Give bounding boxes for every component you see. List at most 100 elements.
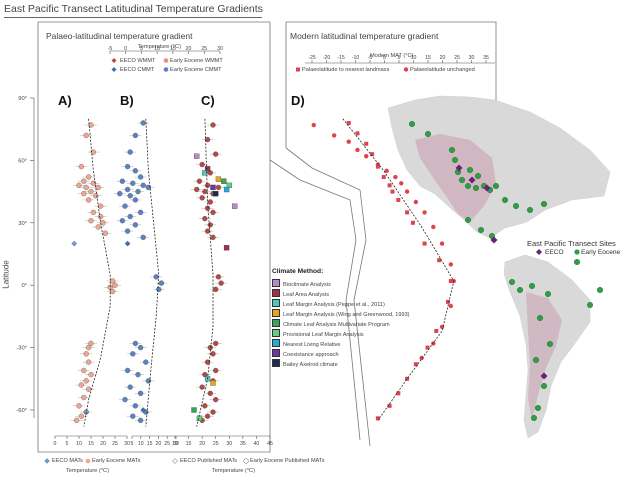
sites-legend-title: East Pacific Transect Sites bbox=[527, 239, 616, 248]
point-b-early-eocene-cmmt bbox=[140, 120, 146, 126]
point-a-early-eocene-mat bbox=[85, 344, 92, 351]
legend-marker-early-eocene-published bbox=[243, 458, 249, 464]
method-swatch bbox=[272, 279, 280, 287]
point-d-nearest-landmass bbox=[405, 376, 410, 381]
point-a-early-eocene-mat bbox=[81, 394, 87, 401]
point-b-early-eocene-cmmt bbox=[124, 186, 131, 193]
point-c-early-eocene-wmmt bbox=[207, 222, 213, 228]
point-b-early-eocene-cmmt bbox=[135, 371, 141, 378]
bottom-axis-tick-label: 15 bbox=[186, 441, 192, 447]
modern-mat-tick-label: -25 bbox=[308, 55, 316, 61]
top-axis-tick-label: 0 bbox=[124, 46, 127, 52]
point-b-early-eocene-cmmt bbox=[135, 188, 141, 195]
legend-marker-eeco-cmmt bbox=[111, 67, 117, 72]
point-c-eeco-published-mat bbox=[223, 186, 230, 193]
bottom-axis-tick-label: 35 bbox=[240, 441, 246, 447]
point-a-early-eocene-mat bbox=[112, 282, 118, 288]
legend-eeco-mats: EECO MATs bbox=[52, 458, 83, 464]
bottom-axis-tick-label: 10 bbox=[76, 441, 82, 447]
method-swatch bbox=[272, 359, 280, 367]
point-c-early-eocene-wmmt bbox=[202, 215, 208, 222]
map-site-early-eocene bbox=[597, 287, 604, 294]
point-a-early-eocene-mat bbox=[76, 182, 82, 189]
climate-method-item: Climate Leaf Analysis Multivariate Progr… bbox=[272, 319, 390, 328]
point-d-nearest-landmass bbox=[390, 189, 395, 194]
y-tick-label: 30° bbox=[18, 221, 27, 227]
point-b-early-eocene-cmmt bbox=[122, 203, 128, 209]
point-c-early-eocene-wmmt bbox=[196, 178, 203, 184]
point-c-eeco-published-mat bbox=[194, 153, 200, 159]
sites-legend-early-eocene-marker bbox=[574, 249, 580, 255]
legend-eeco-published: EECO Published MATs bbox=[180, 458, 238, 464]
point-d-nearest-landmass bbox=[346, 120, 351, 125]
point-d-unchanged bbox=[311, 122, 316, 128]
point-d-unchanged bbox=[331, 133, 337, 138]
point-c-early-eocene-wmmt bbox=[213, 367, 219, 374]
point-c-early-eocene-wmmt bbox=[210, 209, 216, 216]
point-a-early-eocene-mat bbox=[76, 403, 82, 409]
point-c-early-eocene-wmmt bbox=[213, 151, 219, 157]
modern-mat-tick-label: 30 bbox=[469, 55, 475, 61]
point-c-early-eocene-wmmt bbox=[204, 228, 211, 234]
map-site-early-eocene bbox=[478, 226, 485, 233]
map-site-early-eocene bbox=[449, 146, 456, 153]
bottom-axis-tick-label: 15 bbox=[88, 441, 94, 447]
climate-method-title: Climate Method: bbox=[272, 268, 324, 275]
point-c-early-eocene-wmmt bbox=[204, 205, 211, 211]
top-axis-tick-label: -5 bbox=[108, 46, 113, 52]
map-site-early-eocene bbox=[545, 291, 552, 298]
left-panel-title: Palaeo-latitudinal temperature gradient bbox=[46, 31, 193, 41]
modern-mat-axis-label: Modern MAT (°C) bbox=[370, 53, 414, 59]
point-c-early-eocene-wmmt bbox=[204, 182, 211, 189]
map-north-america bbox=[387, 95, 611, 239]
point-c-early-eocene-wmmt bbox=[207, 390, 213, 397]
point-d-unchanged bbox=[384, 168, 389, 173]
point-d-nearest-landmass bbox=[434, 328, 439, 333]
title-underline bbox=[4, 17, 262, 18]
modern-mat-tick-label: 0 bbox=[383, 55, 386, 61]
point-b-early-eocene-cmmt bbox=[137, 390, 144, 397]
point-d-nearest-landmass bbox=[355, 131, 360, 136]
point-a-eeco-mat bbox=[71, 240, 78, 247]
legend-marker-early-eocene-cmmt bbox=[163, 67, 169, 72]
point-b-early-eocene-cmmt bbox=[122, 396, 128, 403]
point-b-early-eocene-cmmt bbox=[158, 280, 165, 286]
sites-legend-eeco: EECO bbox=[545, 249, 564, 256]
point-a-early-eocene-mat bbox=[83, 378, 89, 384]
point-c-early-eocene-wmmt bbox=[210, 122, 216, 128]
point-c-early-eocene-wmmt bbox=[199, 161, 205, 168]
top-axis-tick-label: 15 bbox=[170, 46, 176, 52]
method-swatch bbox=[272, 329, 280, 337]
point-c-early-eocene-wmmt bbox=[199, 195, 205, 201]
map-site-early-eocene bbox=[509, 279, 516, 286]
point-b-early-eocene-cmmt bbox=[132, 403, 139, 409]
map-shaded-region bbox=[415, 134, 496, 222]
top-axis-tick-label: 5 bbox=[140, 46, 143, 52]
left-panel-frame bbox=[37, 21, 271, 453]
map-site-early-eocene bbox=[467, 166, 474, 173]
point-c-early-eocene-wmmt bbox=[204, 136, 211, 143]
legend-early-eocene-wmmt: Early Eocene WMMT bbox=[170, 58, 223, 64]
point-c-early-eocene-wmmt bbox=[210, 234, 216, 241]
bottom-axis-label-a: Temperature (°C) bbox=[66, 468, 109, 474]
legend-marker-eeco-mats bbox=[44, 458, 50, 464]
point-b-early-eocene-cmmt bbox=[132, 222, 139, 228]
legend-marker-nearest-landmass bbox=[296, 67, 300, 72]
legend-marker-early-eocene-mats bbox=[85, 458, 91, 464]
point-c-early-eocene-wmmt bbox=[213, 286, 219, 293]
map-site-early-eocene bbox=[517, 287, 524, 294]
modern-mat-tick-label: 15 bbox=[425, 55, 431, 61]
point-b-early-eocene-cmmt bbox=[156, 286, 162, 293]
point-b-early-eocene-cmmt bbox=[137, 209, 144, 216]
point-b-early-eocene-cmmt bbox=[137, 344, 144, 351]
figure-title: East Pacific Transect Latitudinal Temper… bbox=[4, 3, 263, 15]
point-d-unchanged bbox=[404, 189, 410, 194]
point-d-unchanged bbox=[399, 181, 404, 186]
point-c-eeco-published-mat bbox=[223, 245, 230, 251]
point-a-early-eocene-mat bbox=[85, 359, 92, 365]
map-site-early-eocene bbox=[574, 259, 581, 266]
climate-method-item: Leaf Area Analysis bbox=[272, 289, 329, 298]
point-c-eeco-published-mat bbox=[232, 203, 238, 209]
point-a-early-eocene-mat bbox=[73, 417, 80, 424]
